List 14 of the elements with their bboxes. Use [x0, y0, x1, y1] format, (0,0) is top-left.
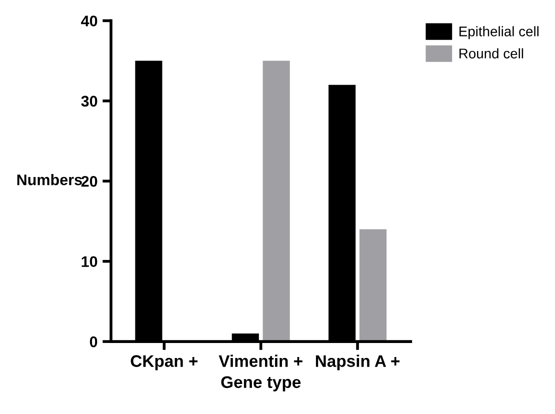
y-tick-label: 40	[81, 16, 98, 26]
legend-label: Round cell	[460, 48, 524, 58]
x-tick-label: Vimentin +	[218, 354, 302, 367]
bar	[262, 60, 290, 342]
legend-label: Epithelial cell	[460, 26, 538, 40]
y-tick-label: 20	[81, 176, 98, 187]
x-tick-label: CKpan +	[130, 355, 198, 370]
y-tick-label: 30	[81, 96, 98, 107]
x-axis-title: Gene type	[221, 376, 301, 392]
bar	[359, 229, 387, 342]
x-tick-label: Napsin A +	[316, 354, 400, 370]
y-tick-label: 0	[90, 336, 98, 348]
y-axis-title: Numbers	[17, 174, 82, 186]
y-tick-label: 10	[82, 256, 98, 268]
